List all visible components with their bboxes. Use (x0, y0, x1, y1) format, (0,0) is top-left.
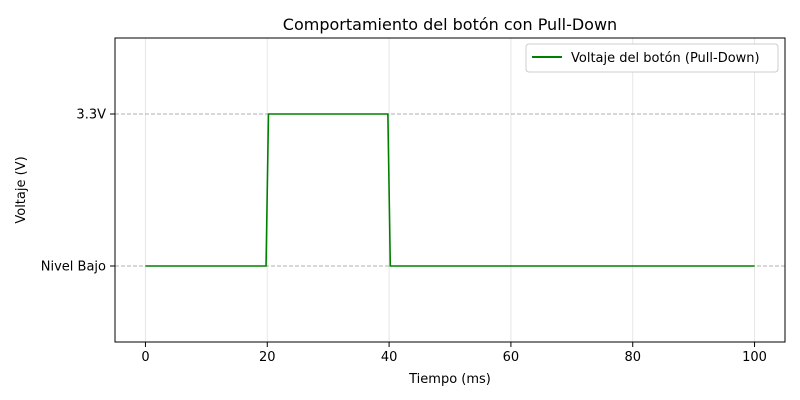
plot-frame (114, 37, 786, 343)
chart-title: Comportamiento del botón con Pull-Down (283, 15, 617, 34)
x-tick-label: 0 (141, 350, 149, 365)
x-axis-ticks: 0 20 40 60 80 100 (141, 342, 767, 365)
series-layer (145, 113, 755, 267)
x-tick-label: 20 (259, 350, 276, 365)
x-axis-label: Tiempo (ms) (408, 372, 491, 387)
series-line (145, 113, 755, 267)
x-tick-label: 80 (624, 350, 641, 365)
y-tick-label: Nivel Bajo (41, 260, 106, 275)
y-tick-label: 3.3V (76, 108, 106, 123)
x-tick-label: 100 (742, 350, 767, 365)
legend-box (525, 43, 779, 73)
x-tick-label: 40 (381, 350, 398, 365)
y-axis-ticks: Nivel Bajo 3.3V (41, 108, 115, 275)
x-tick-label: 60 (503, 350, 520, 365)
legend: Voltaje del botón (Pull-Down) (525, 43, 779, 73)
legend-label: Voltaje del botón (Pull-Down) (571, 51, 760, 66)
y-axis-label: Voltaje (V) (14, 156, 29, 223)
